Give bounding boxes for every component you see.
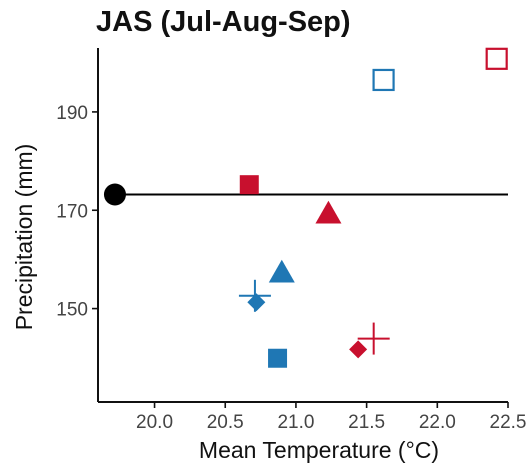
y-tick-label: 150 — [56, 300, 88, 321]
chart-title: JAS (Jul-Aug-Sep) — [96, 6, 351, 38]
y-axis-label: Precipitation (mm) — [11, 144, 37, 331]
x-tick-label: 22.0 — [419, 412, 456, 433]
data-point-square-open — [372, 68, 395, 92]
data-point-circle — [103, 183, 126, 206]
data-point-square-open — [485, 47, 508, 70]
data-point-triangle — [315, 200, 342, 224]
y-tick-label: 190 — [56, 103, 88, 124]
data-point-plus — [357, 322, 390, 355]
data-point-triangle — [268, 259, 295, 283]
x-tick-label: 20.5 — [207, 412, 244, 433]
data-point-diamond — [349, 340, 368, 359]
x-axis-label: Mean Temperature (°C) — [199, 437, 439, 463]
data-point-square — [268, 348, 288, 368]
data-point-plus — [238, 279, 271, 312]
x-tick-label: 20.0 — [136, 412, 173, 433]
data-point-diamond — [247, 293, 266, 312]
y-tick-label: 170 — [56, 201, 88, 222]
x-tick-label: 22.5 — [490, 412, 527, 433]
data-point-square — [239, 175, 259, 195]
x-tick-label: 21.5 — [348, 412, 385, 433]
x-tick-label: 21.0 — [277, 412, 314, 433]
